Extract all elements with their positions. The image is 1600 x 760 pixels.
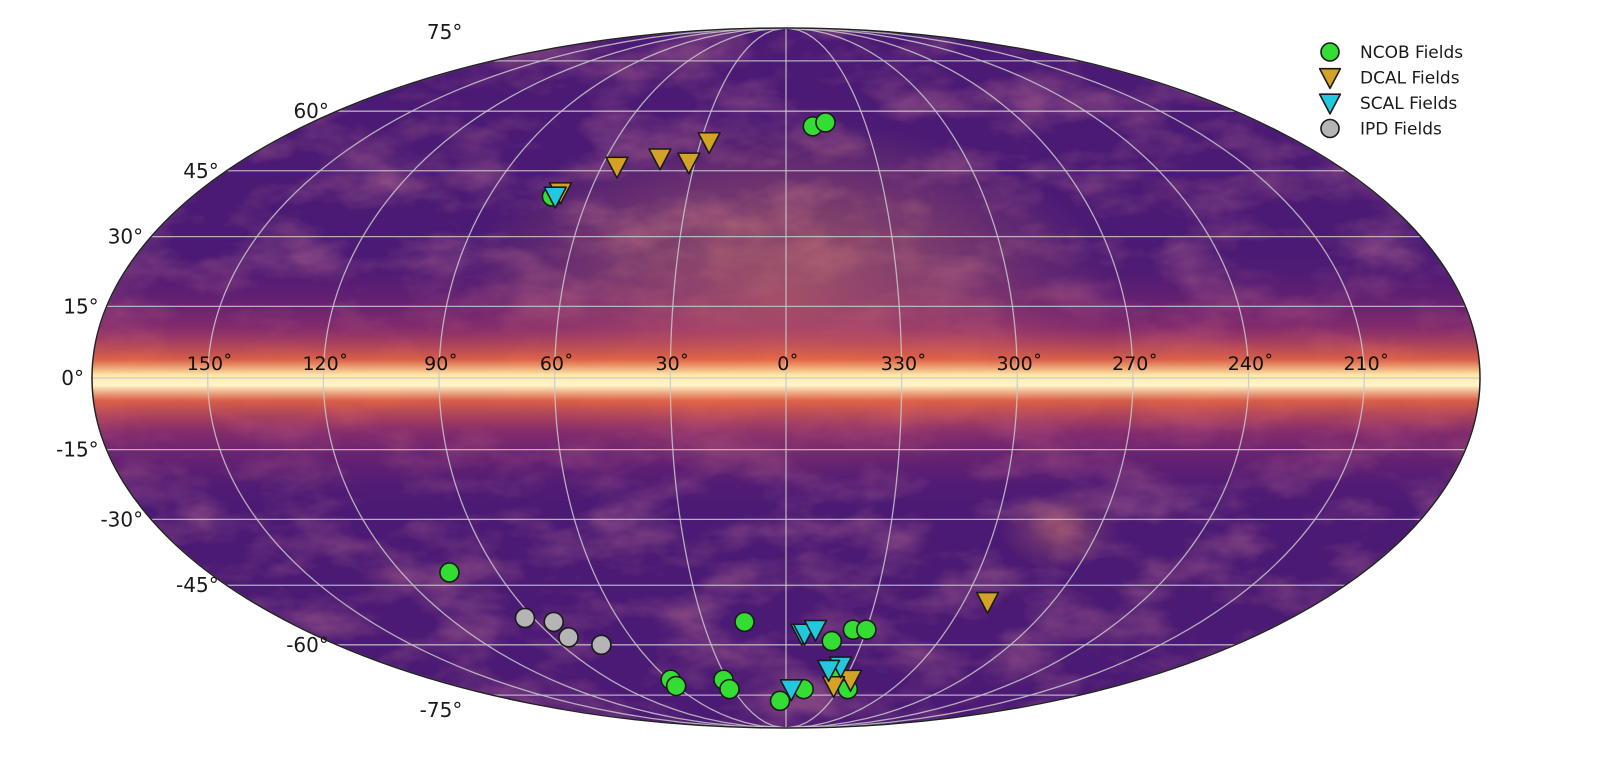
lat-tick-label: 45° (183, 159, 218, 183)
scal-fields-marker (816, 659, 841, 682)
lon-tick-label: 270˚ (1112, 353, 1158, 375)
dcal-fields-marker (975, 591, 1000, 615)
dcal-fields-marker (838, 669, 863, 692)
lat-tick-label: 75° (427, 20, 462, 44)
ipd-fields-marker (591, 634, 612, 656)
lat-tick-label: -45° (176, 573, 219, 597)
dcal-fields-marker (697, 131, 721, 155)
legend-marker (1320, 118, 1340, 139)
lon-tick-label: 30˚ (655, 353, 689, 375)
dcal-fields-marker (677, 152, 701, 175)
lat-tick-label: 60° (293, 99, 328, 123)
legend: NCOB Fields DCAL Fields SCAL Fields IPD Fie… (1318, 42, 1463, 140)
legend-label: NCOB Fields (1360, 43, 1463, 63)
lat-tick-label: -60° (286, 633, 329, 657)
lat-tick-label: -30° (100, 507, 143, 531)
legend-label: IPD Fields (1360, 120, 1442, 140)
lat-tick-label: -75° (420, 698, 463, 722)
ncob-fields-marker (821, 630, 843, 652)
legend-marker (1318, 93, 1342, 115)
legend-label: DCAL Fields (1360, 69, 1460, 89)
lon-tick-label: 240˚ (1228, 353, 1274, 375)
lat-tick-label: 30° (108, 225, 143, 249)
lon-tick-label: 90˚ (424, 353, 458, 375)
lon-tick-label: 120˚ (302, 353, 348, 375)
lon-tick-label: 210˚ (1343, 353, 1389, 375)
ncob-fields-marker (856, 619, 877, 640)
scal-fields-marker (543, 186, 567, 209)
lon-tick-label: 150˚ (187, 353, 233, 375)
lat-tick-label: 0° (61, 366, 84, 390)
latitude-tick-labels: 75° 60° 45° 30° 15° 0° -15° -30° -45° -60° -75° (56, 20, 462, 722)
lon-tick-label: 60˚ (540, 353, 574, 375)
ncob-fields-marker (439, 562, 460, 583)
lon-tick-label: 330˚ (881, 353, 927, 375)
dcal-fields-marker (821, 675, 846, 699)
lat-tick-label: 15° (63, 294, 98, 318)
dcal-fields-marker (648, 148, 672, 171)
legend-marker (1318, 67, 1342, 90)
dcal-fields-marker (605, 156, 629, 179)
lon-tick-label: 300˚ (996, 353, 1042, 375)
scal-fields-marker (803, 619, 828, 642)
ncob-fields-marker (815, 112, 836, 133)
ipd-fields-marker (543, 611, 565, 633)
ipd-fields-marker (514, 607, 536, 629)
ncob-fields-marker (719, 678, 740, 700)
scal-fields-marker (779, 679, 804, 702)
ncob-fields-marker (734, 611, 755, 633)
legend-label: SCAL Fields (1360, 94, 1457, 114)
map-boundary (91, 27, 1481, 729)
ipd-fields-marker (558, 627, 579, 648)
ncob-fields-marker (769, 690, 791, 712)
field-markers (439, 112, 1000, 712)
lon-tick-label: 0˚ (777, 353, 799, 375)
lat-tick-label: -15° (56, 438, 99, 462)
longitude-tick-labels: 150˚ 120˚ 90˚ 60˚ 30˚ 0˚ 330˚ 300˚ 270˚ 240˚ 210˚ (187, 353, 1389, 375)
legend-marker (1320, 42, 1340, 62)
ncob-fields-marker (665, 675, 687, 697)
